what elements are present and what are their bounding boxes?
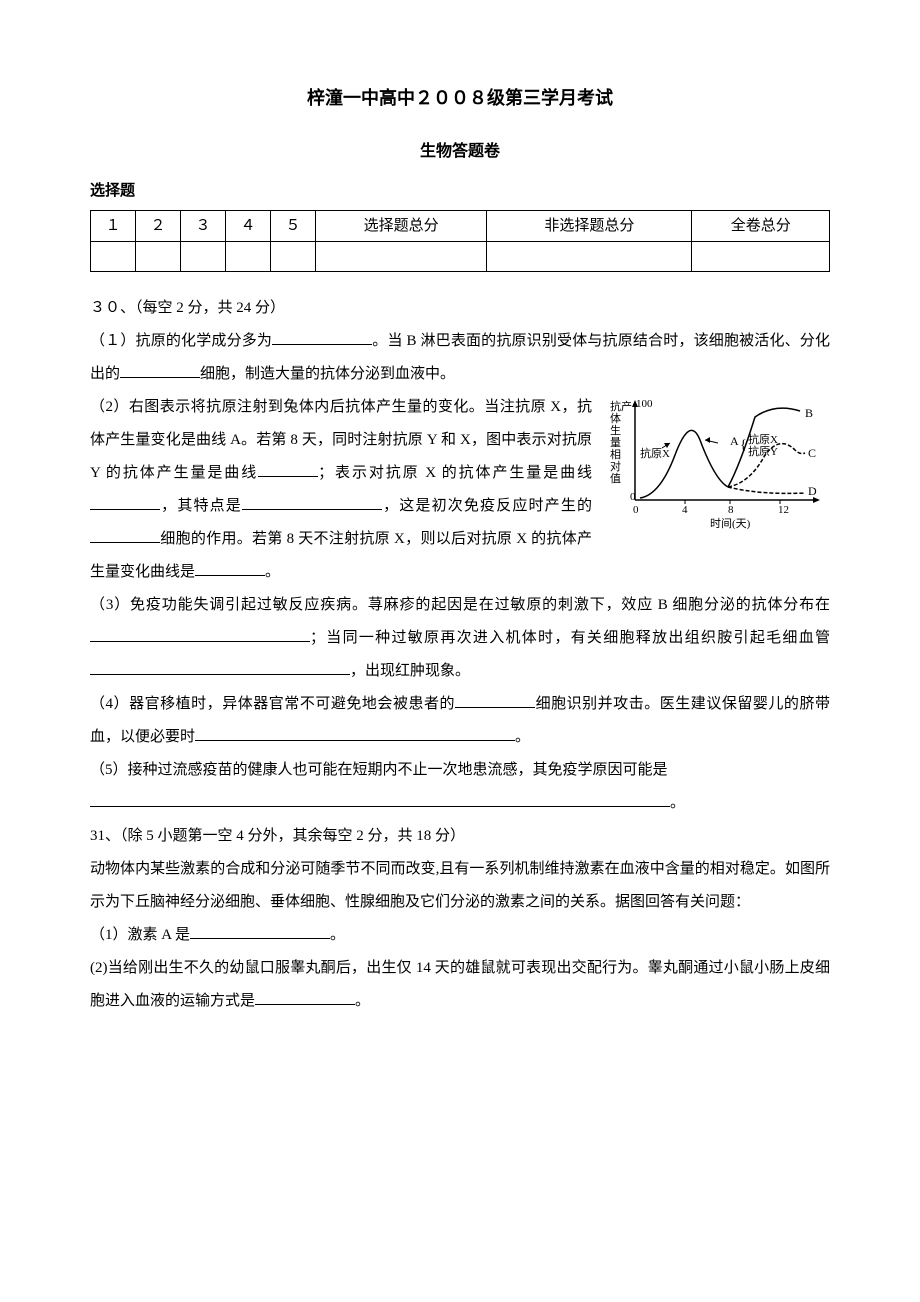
- antigen-x2-label: 抗原X: [748, 432, 778, 446]
- curve-a-label: A: [730, 434, 739, 448]
- x-tick-8: 8: [728, 504, 734, 516]
- curve-d: [728, 487, 805, 493]
- y-axis-label: 相: [610, 448, 621, 461]
- table-header-3: ３: [181, 211, 226, 242]
- y-axis-label: 对: [610, 459, 621, 473]
- table-header-mcq: 选择题总分: [316, 211, 487, 242]
- blank-field[interactable]: [90, 789, 670, 807]
- y-axis-label: 值: [610, 472, 621, 485]
- brace-icon: {: [740, 438, 747, 453]
- table-cell[interactable]: [271, 242, 316, 272]
- q30-part4: （4）器官移植时，异体器官常不可避免地会被患者的细胞识别并攻击。医生建议保留婴儿…: [90, 688, 830, 754]
- q31-p1-text-a: （1）激素 A 是: [90, 927, 190, 943]
- y-axis-label-2: 产: [621, 399, 632, 413]
- q30-header: ３０、（每空 2 分，共 24 分）: [90, 292, 830, 325]
- blank-field[interactable]: [90, 525, 160, 543]
- q30-part5-blank: 。: [90, 787, 830, 820]
- blank-field[interactable]: [242, 492, 382, 510]
- curve-b-label: B: [805, 406, 813, 420]
- y-axis-label: 体: [610, 411, 621, 425]
- table-row: [91, 242, 830, 272]
- blank-field[interactable]: [120, 360, 200, 378]
- curve-d-label: D: [808, 484, 817, 498]
- page-subtitle: 生物答题卷: [90, 136, 830, 168]
- q30-p4-text-a: （4）器官移植时，异体器官常不可避免地会被患者的: [90, 696, 455, 712]
- q31-intro: 动物体内某些激素的合成和分泌可随季节不同而改变,且有一系列机制维持激素在血液中含…: [90, 853, 830, 919]
- table-header-total: 全卷总分: [692, 211, 830, 242]
- table-header-1: １: [91, 211, 136, 242]
- q31-part2: (2)当给刚出生不久的幼鼠口服睾丸酮后，出生仅 14 天的雄鼠就可表现出交配行为…: [90, 952, 830, 1018]
- y-axis-label: 生: [610, 423, 621, 437]
- origin-label: 0: [630, 491, 636, 503]
- q30-p2-text-d: ，这是初次免疫反应时产生的: [382, 498, 592, 514]
- blank-field[interactable]: [258, 459, 318, 477]
- x-tick-4: 4: [682, 504, 688, 516]
- blank-field[interactable]: [90, 624, 310, 642]
- q31-part1: （1）激素 A 是 。: [90, 919, 830, 952]
- table-cell[interactable]: [91, 242, 136, 272]
- x-tick-0: 0: [633, 504, 639, 516]
- q31-p2-text-a: (2)当给刚出生不久的幼鼠口服睾丸酮后，出生仅 14 天的雄鼠就可表现出交配行为…: [90, 960, 830, 1009]
- blank-field[interactable]: [272, 327, 372, 345]
- blank-field[interactable]: [455, 690, 535, 708]
- q31-p1-text-b: 。: [330, 927, 345, 943]
- antigen-x-label: 抗原X: [640, 446, 670, 460]
- q30-p2-text-c: ，其特点是: [160, 498, 242, 514]
- q30-p5-text-a: （5）接种过流感疫苗的健康人也可能在短期内不止一次地患流感，其免疫学原因可能是: [90, 762, 668, 778]
- y-axis-label: 量: [610, 436, 621, 449]
- antigen-y-label: 抗原Y: [748, 444, 778, 458]
- arrow-a-head: [705, 437, 710, 443]
- blank-field[interactable]: [90, 492, 160, 510]
- y-max-label: 100: [636, 398, 653, 410]
- page-title: 梓潼一中高中２００８级第三学月考试: [90, 80, 830, 116]
- q30-p2-text-b: ；表示对抗原 X 的抗体产生量是曲线: [318, 465, 592, 481]
- table-row: １ ２ ３ ４ ５ 选择题总分 非选择题总分 全卷总分: [91, 211, 830, 242]
- table-cell[interactable]: [181, 242, 226, 272]
- q30-p4-text-c: 。: [515, 729, 530, 745]
- table-header-4: ４: [226, 211, 271, 242]
- section-label: 选择题: [90, 176, 830, 206]
- q31-p2-text-b: 。: [355, 993, 370, 1009]
- table-header-2: ２: [136, 211, 181, 242]
- table-cell[interactable]: [226, 242, 271, 272]
- q30-part1: （１）抗原的化学成分多为。当 B 淋巴表面的抗原识别受体与抗原结合时，该细胞被活…: [90, 325, 830, 391]
- q30-p3-text-a: （3）免疫功能失调引起过敏反应疾病。荨麻疹的起因是在过敏原的刺激下，效应 B 细…: [90, 597, 830, 613]
- x-tick-12: 12: [778, 504, 789, 516]
- q30-p1-text-a: （１）抗原的化学成分多为: [90, 333, 272, 349]
- blank-field[interactable]: [195, 558, 265, 576]
- table-cell[interactable]: [136, 242, 181, 272]
- q31-header: 31、（除 5 小题第一空 4 分外，其余每空 2 分，共 18 分）: [90, 820, 830, 853]
- q30-p5-text-b: 。: [670, 795, 685, 811]
- table-cell[interactable]: [487, 242, 692, 272]
- q30-p1-text-c: 细胞，制造大量的抗体分泌到血液中。: [200, 366, 455, 382]
- question-31: 31、（除 5 小题第一空 4 分外，其余每空 2 分，共 18 分） 动物体内…: [90, 820, 830, 1018]
- score-table: １ ２ ３ ４ ５ 选择题总分 非选择题总分 全卷总分: [90, 210, 830, 272]
- question-30: ３０、（每空 2 分，共 24 分） （１）抗原的化学成分多为。当 B 淋巴表面…: [90, 292, 830, 820]
- table-cell[interactable]: [692, 242, 830, 272]
- table-cell[interactable]: [316, 242, 487, 272]
- chart-svg: 抗 体 生 量 相 对 值 产 100 0 0 4 8 12: [600, 395, 830, 535]
- q30-p3-text-c: ，出现红肿现象。: [350, 663, 470, 679]
- blank-field[interactable]: [190, 921, 330, 939]
- q30-part3: （3）免疫功能失调引起过敏反应疾病。荨麻疹的起因是在过敏原的刺激下，效应 B 细…: [90, 589, 830, 688]
- blank-field[interactable]: [195, 723, 515, 741]
- q30-p3-text-b: ；当同一种过敏原再次进入机体时，有关细胞释放出组织胺引起毛细血管: [310, 630, 830, 646]
- x-axis-label: 时间(天): [710, 517, 751, 530]
- q30-part5: （5）接种过流感疫苗的健康人也可能在短期内不止一次地患流感，其免疫学原因可能是: [90, 754, 830, 787]
- blank-field[interactable]: [255, 987, 355, 1005]
- q30-p2-text-e: 细胞的作用。若第 8 天不注射抗原 X，则以后对抗原 X 的抗体产生量变化曲线是: [90, 531, 592, 580]
- curve-c-label: C: [808, 446, 816, 460]
- blank-field[interactable]: [90, 657, 350, 675]
- antibody-chart: 抗 体 生 量 相 对 值 产 100 0 0 4 8 12: [600, 395, 830, 548]
- y-axis-label: 抗: [610, 399, 621, 413]
- table-header-nonmcq: 非选择题总分: [487, 211, 692, 242]
- table-header-5: ５: [271, 211, 316, 242]
- q30-p2-text-f: 。: [265, 564, 280, 580]
- curve-a: [640, 430, 728, 498]
